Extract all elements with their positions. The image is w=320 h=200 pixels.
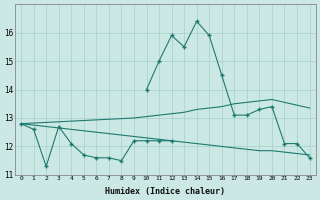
X-axis label: Humidex (Indice chaleur): Humidex (Indice chaleur) [105,187,225,196]
